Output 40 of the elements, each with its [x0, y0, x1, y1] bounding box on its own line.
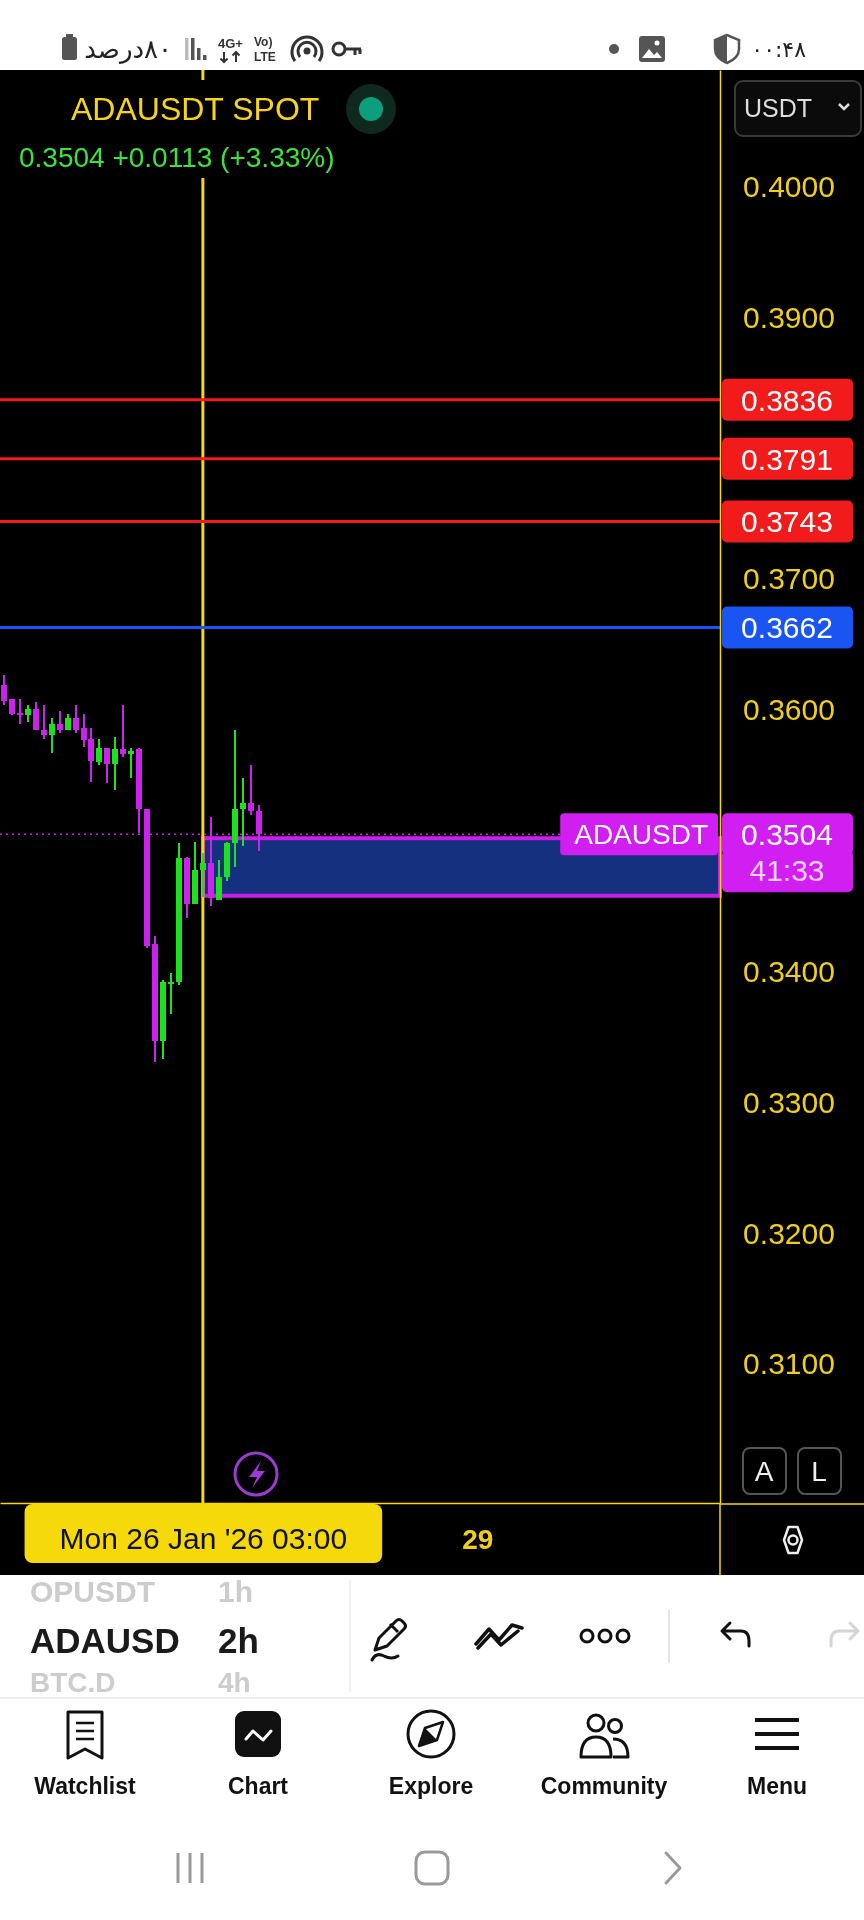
text: ADAUSD	[30, 1621, 180, 1660]
candlestick	[168, 972, 175, 1014]
y-tick-label: 0.3300	[743, 1085, 835, 1119]
text: 41:33	[749, 854, 825, 888]
text: LTE	[254, 50, 276, 64]
y-tick-label: 0.3400	[743, 954, 835, 988]
x-tick-label: Mon 26 Jan '26 03:00	[59, 1522, 348, 1555]
y-tick-label: 0.3100	[743, 1347, 835, 1381]
y-axis-title: USDT	[744, 94, 813, 122]
text: ADAUSDT SPOT	[71, 91, 320, 127]
candlestick	[247, 764, 254, 815]
text: Watchlist	[34, 1773, 137, 1799]
text: Explore	[388, 1773, 474, 1799]
ref-line-label: 0.3836	[741, 383, 833, 417]
y-tick-label: 0.3600	[743, 693, 835, 727]
text: L	[811, 1456, 827, 1487]
ref-line-label: 0.3662	[741, 611, 833, 645]
text: ۸۰درصد	[84, 34, 172, 64]
ref-line-label: 0.3791	[741, 442, 833, 476]
candlestick	[16, 699, 23, 725]
text: ۰۰:۴۸	[751, 37, 807, 62]
text: Community	[540, 1773, 668, 1799]
text: A	[754, 1456, 774, 1487]
y-tick-label: 0.4000	[743, 169, 835, 203]
text: 4G+	[218, 36, 244, 51]
text: 2h	[218, 1621, 259, 1660]
text: 0.3504 +0.0113 (+3.33%)	[19, 142, 335, 173]
ref-line-label: 0.3504	[741, 818, 833, 852]
annotation: ADAUSDT	[574, 819, 708, 851]
text: Vo)	[254, 35, 273, 49]
candlestick	[239, 777, 246, 847]
x-tick-label: 29	[462, 1524, 494, 1555]
y-tick-label: 0.3900	[743, 300, 835, 334]
candlestick	[199, 852, 206, 898]
y-tick-label: 0.3700	[743, 562, 835, 596]
ref-line-label: 0.3743	[741, 505, 833, 539]
y-tick-label: 0.3200	[743, 1216, 835, 1250]
candlestick	[120, 704, 127, 758]
text: Menu	[746, 1773, 808, 1799]
text: Chart	[227, 1773, 289, 1799]
